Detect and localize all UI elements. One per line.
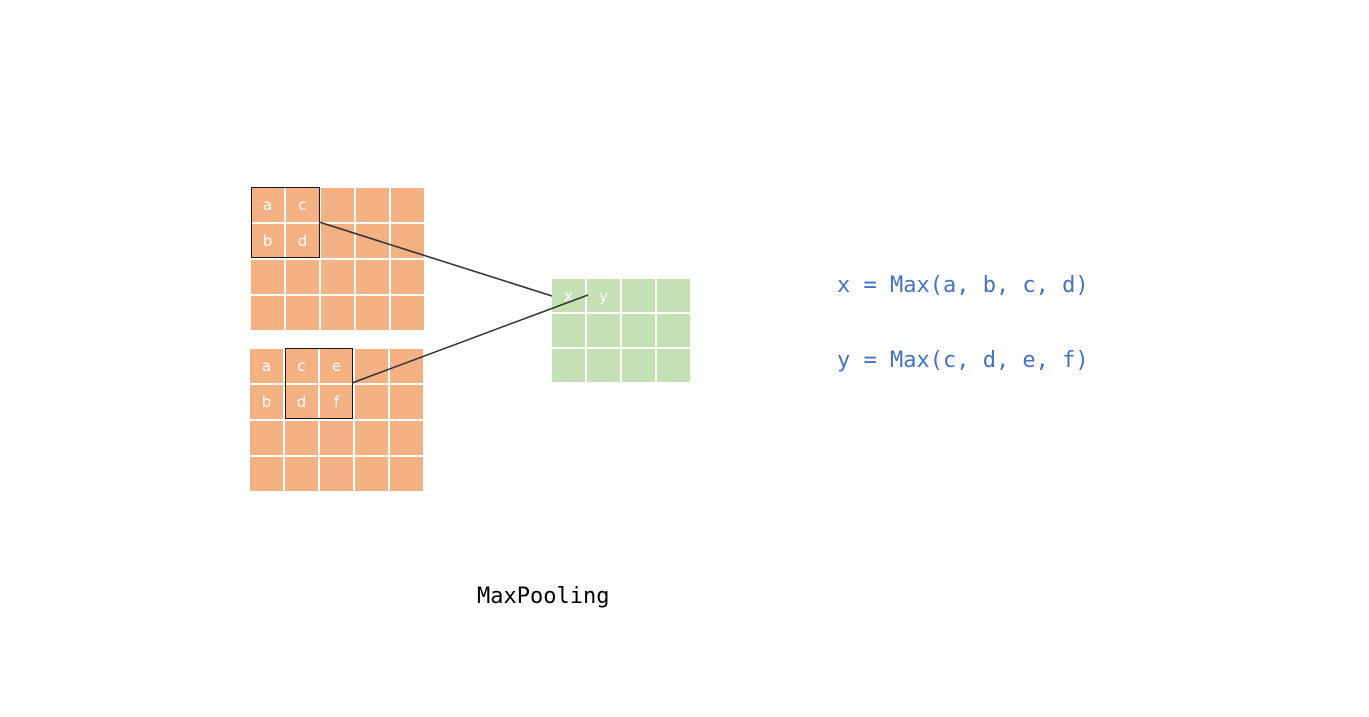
input-top-cell [321,188,354,222]
input-top-cell [391,296,424,330]
diagram-caption: MaxPooling [477,584,610,609]
input-top-cell [286,260,319,294]
output-cell [657,314,690,347]
input-bottom-cell [355,457,388,491]
output-cell: y [587,279,620,312]
output-cell [622,279,655,312]
input-bottom-cell [250,457,283,491]
output-cell [587,349,620,382]
input-bottom-cell: f [320,385,353,419]
input-top-cell [356,260,389,294]
input-bottom-cell: e [320,349,353,383]
input-top-cell [356,296,389,330]
input-top-cell: d [286,224,319,258]
pooling-window-top [251,187,320,258]
input-top-cell: b [251,224,284,258]
input-top-cell [286,296,319,330]
input-bottom-cell [250,421,283,455]
input-top-cell [391,260,424,294]
input-bottom-cell: d [285,385,318,419]
input-top-cell: a [251,188,284,222]
input-top-cell [391,188,424,222]
pooling-window-bottom [285,348,353,419]
output-cell: x [552,279,585,312]
input-bottom-cell [285,421,318,455]
input-bottom-cell [390,349,423,383]
input-bottom-cell: b [250,385,283,419]
input-bottom-cell [320,457,353,491]
input-top-cell [356,188,389,222]
input-bottom-cell [355,385,388,419]
input-top-cell [321,224,354,258]
formula-x: x = Max(a, b, c, d) [837,273,1089,298]
input-top-cell [356,224,389,258]
input-bottom-cell [390,457,423,491]
input-bottom-cell [390,421,423,455]
output-cell [622,314,655,347]
input-top-cell [251,296,284,330]
input-top-cell [321,260,354,294]
output-cell [657,279,690,312]
input-top-cell [391,224,424,258]
output-cell [552,314,585,347]
output-cell [552,349,585,382]
input-bottom-cell: c [285,349,318,383]
input-bottom-cell: a [250,349,283,383]
output-cell [657,349,690,382]
input-bottom-cell [285,457,318,491]
output-cell [622,349,655,382]
input-bottom-cell [320,421,353,455]
formula-y: y = Max(c, d, e, f) [837,348,1089,373]
input-bottom-cell [390,385,423,419]
input-bottom-cell [355,349,388,383]
input-top-cell [321,296,354,330]
input-top-cell: c [286,188,319,222]
output-cell [587,314,620,347]
input-top-cell [251,260,284,294]
input-bottom-cell [355,421,388,455]
